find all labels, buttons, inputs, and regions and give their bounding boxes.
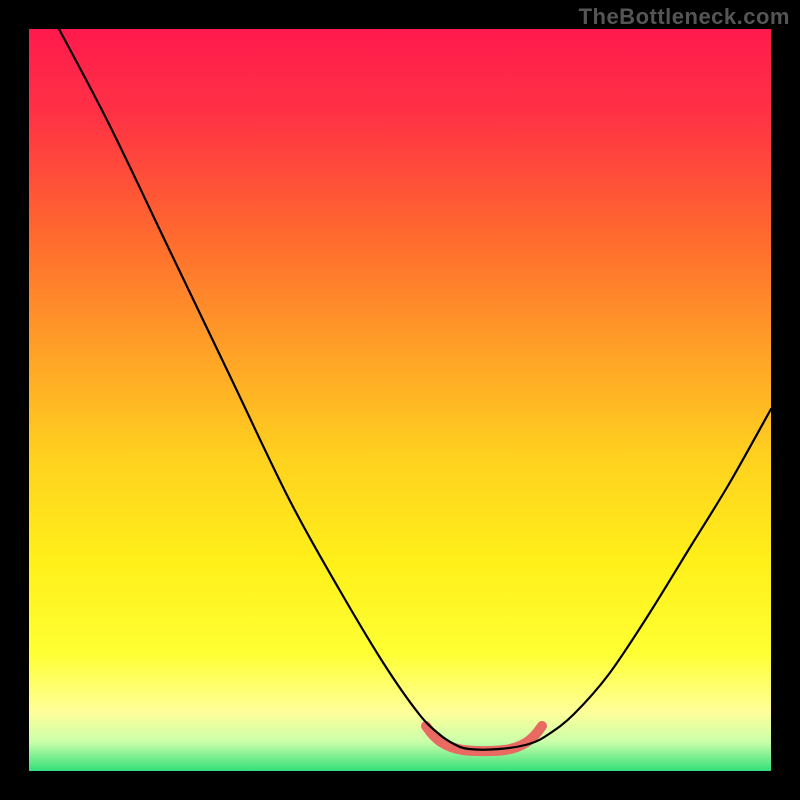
chart-stage: TheBottleneck.com (0, 0, 800, 800)
watermark-text: TheBottleneck.com (579, 4, 790, 30)
bottleneck-chart (0, 0, 800, 800)
chart-background (29, 29, 771, 771)
